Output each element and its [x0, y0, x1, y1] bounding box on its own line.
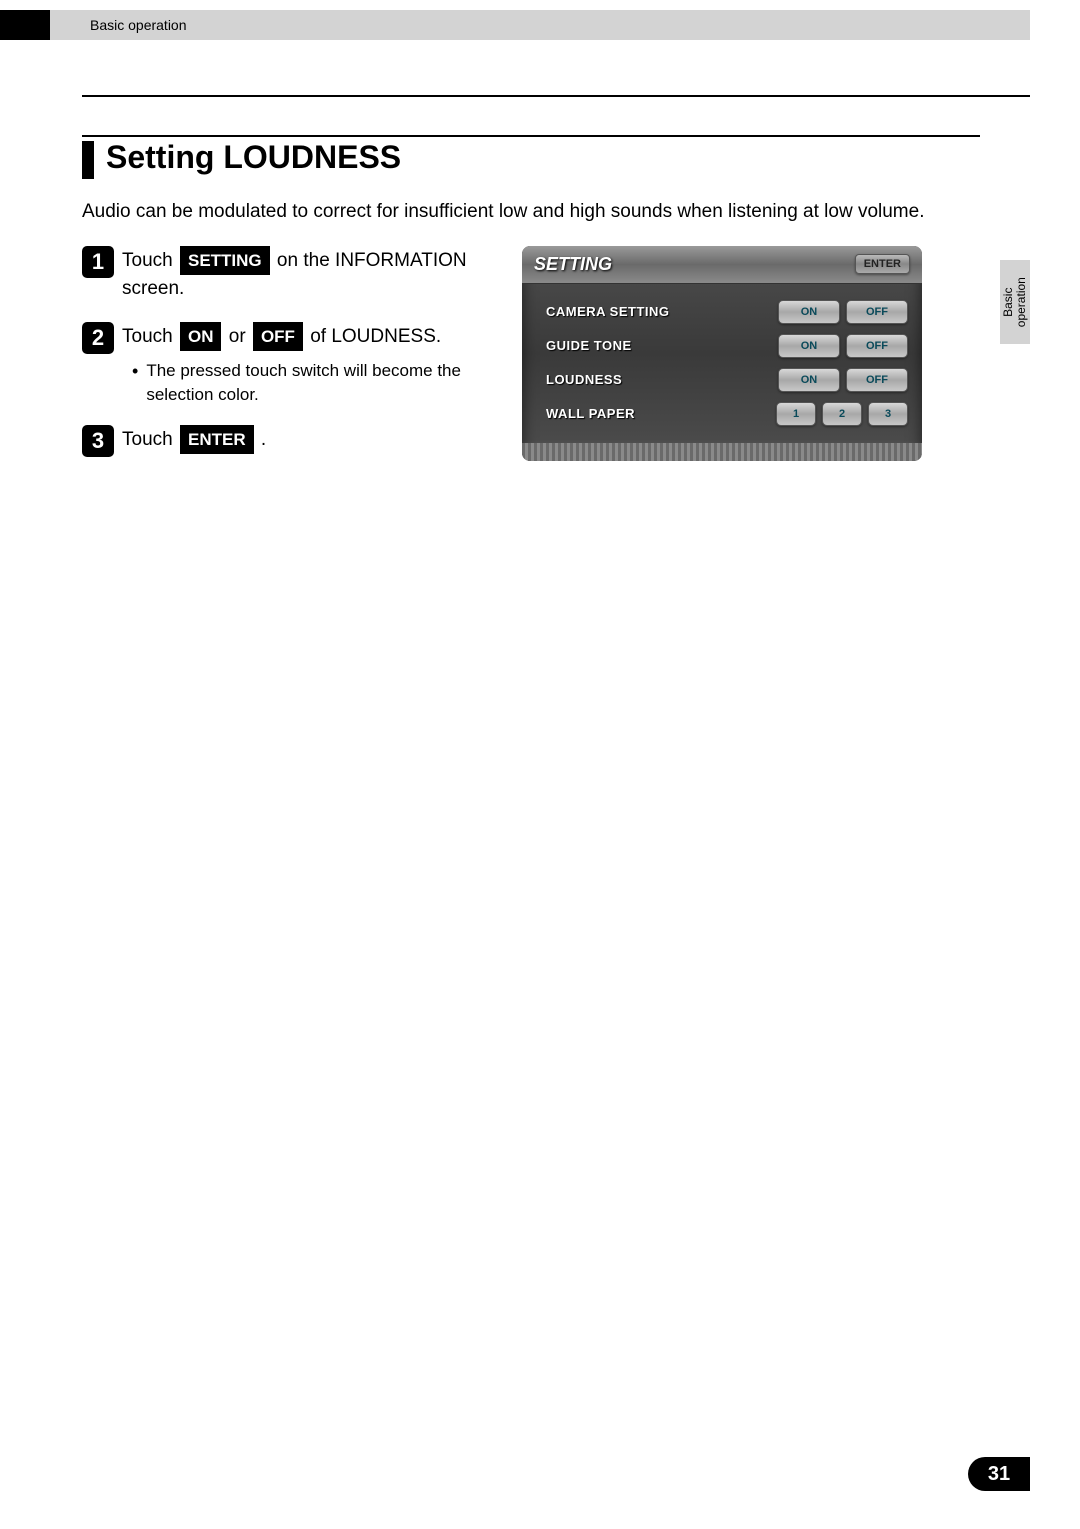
on-inline-button: ON	[180, 322, 222, 352]
text: or	[223, 326, 250, 347]
wallpaper-3-button[interactable]: 3	[868, 402, 908, 426]
step-text: Touch SETTING on the INFORMATION screen.	[122, 246, 502, 304]
step-number: 1	[82, 246, 114, 278]
screen-title: SETTING	[534, 254, 612, 275]
row-camera-setting: CAMERA SETTING ON OFF	[536, 298, 908, 326]
row-label: GUIDE TONE	[536, 338, 632, 353]
header-left-bar	[0, 10, 50, 40]
page-number-badge: 31	[968, 1457, 1030, 1491]
enter-button[interactable]: ENTER	[855, 254, 910, 274]
loudness-off-button[interactable]: OFF	[846, 368, 908, 392]
text: Touch	[122, 250, 178, 271]
section-intro: Audio can be modulated to correct for in…	[82, 199, 980, 226]
text: of LOUDNESS.	[305, 326, 441, 347]
step-number: 2	[82, 322, 114, 354]
step-text: Touch ENTER .	[122, 425, 502, 455]
screenshot-column: SETTING ENTER CAMERA SETTING ON OFF GUID…	[522, 246, 922, 475]
side-tab: Basicoperation	[1000, 260, 1030, 344]
bullet-dot: •	[132, 359, 138, 407]
enter-inline-button: ENTER	[180, 425, 254, 455]
steps-column: 1 Touch SETTING on the INFORMATION scree…	[82, 246, 502, 475]
wallpaper-1-button[interactable]: 1	[776, 402, 816, 426]
camera-on-button[interactable]: ON	[778, 300, 840, 324]
off-inline-button: OFF	[253, 322, 303, 352]
step-3: 3 Touch ENTER .	[82, 425, 502, 457]
guide-on-button[interactable]: ON	[778, 334, 840, 358]
bullet-text: The pressed touch switch will become the…	[146, 359, 502, 407]
row-label: LOUDNESS	[536, 372, 622, 387]
loudness-on-button[interactable]: ON	[778, 368, 840, 392]
step-1: 1 Touch SETTING on the INFORMATION scree…	[82, 246, 502, 304]
setting-inline-button: SETTING	[180, 246, 270, 276]
content: Setting LOUDNESS Audio can be modulated …	[82, 135, 980, 475]
row-guide-tone: GUIDE TONE ON OFF	[536, 332, 908, 360]
step-2: 2 Touch ON or OFF of LOUDNESS. • The pre…	[82, 322, 502, 407]
row-wallpaper: WALL PAPER 1 2 3	[536, 400, 908, 428]
step-text: Touch ON or OFF of LOUDNESS.	[122, 322, 502, 352]
step-body: Touch ON or OFF of LOUDNESS. • The press…	[122, 322, 502, 407]
step-body: Touch SETTING on the INFORMATION screen.	[122, 246, 502, 304]
screen-footer-stripe	[522, 443, 922, 461]
page-number: 31	[988, 1463, 1010, 1486]
row-label: WALL PAPER	[536, 406, 635, 421]
text: Touch	[122, 429, 178, 450]
camera-off-button[interactable]: OFF	[846, 300, 908, 324]
section-title-wrap: Setting LOUDNESS	[82, 135, 980, 179]
guide-off-button[interactable]: OFF	[846, 334, 908, 358]
breadcrumb: Basic operation	[90, 17, 187, 33]
text: Touch	[122, 326, 178, 347]
setting-screen: SETTING ENTER CAMERA SETTING ON OFF GUID…	[522, 246, 922, 461]
wallpaper-2-button[interactable]: 2	[822, 402, 862, 426]
screen-header: SETTING ENTER	[522, 246, 922, 284]
row-loudness: LOUDNESS ON OFF	[536, 366, 908, 394]
step-bullet: • The pressed touch switch will become t…	[122, 359, 502, 407]
step-number: 3	[82, 425, 114, 457]
screen-rows: CAMERA SETTING ON OFF GUIDE TONE ON OFF …	[522, 284, 922, 442]
two-column-layout: 1 Touch SETTING on the INFORMATION scree…	[82, 246, 980, 475]
section-title: Setting LOUDNESS	[106, 137, 401, 176]
text: .	[256, 429, 267, 450]
top-rule	[82, 95, 1030, 97]
page-header: Basic operation	[50, 10, 1030, 40]
row-label: CAMERA SETTING	[536, 304, 670, 319]
section-title-bar	[82, 141, 94, 179]
side-tab-text: Basicoperation	[1002, 277, 1028, 327]
step-body: Touch ENTER .	[122, 425, 502, 455]
